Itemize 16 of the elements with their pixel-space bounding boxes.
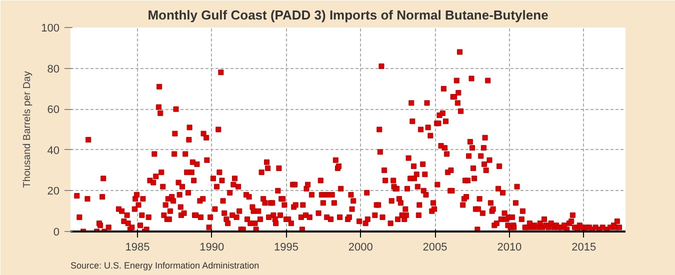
y-axis-title: Thousand Barrels per Day — [22, 71, 34, 188]
x-tick-label: 2000 — [348, 242, 373, 254]
y-tick-label: 40 — [47, 144, 60, 157]
x-tick-label: 2010 — [497, 242, 522, 254]
y-tick-label: 80 — [47, 63, 60, 76]
x-tick-label: 1985 — [125, 242, 150, 254]
y-tick-label: 60 — [47, 104, 60, 116]
x-tick-label: 1990 — [200, 242, 224, 254]
x-tick-label: 1995 — [274, 242, 298, 254]
y-tick-label: 0 — [53, 226, 60, 238]
y-tick-label: 100 — [41, 22, 60, 34]
x-tick-label: 2005 — [422, 242, 448, 254]
chart-title: Monthly Gulf Coast (PADD 3) Imports of Normal Butane-Butylene — [148, 8, 548, 22]
source-note: Source: U.S. Energy Information Administration — [70, 260, 260, 270]
y-tick-label: 20 — [47, 186, 60, 198]
x-tick-label: 2015 — [572, 242, 596, 254]
